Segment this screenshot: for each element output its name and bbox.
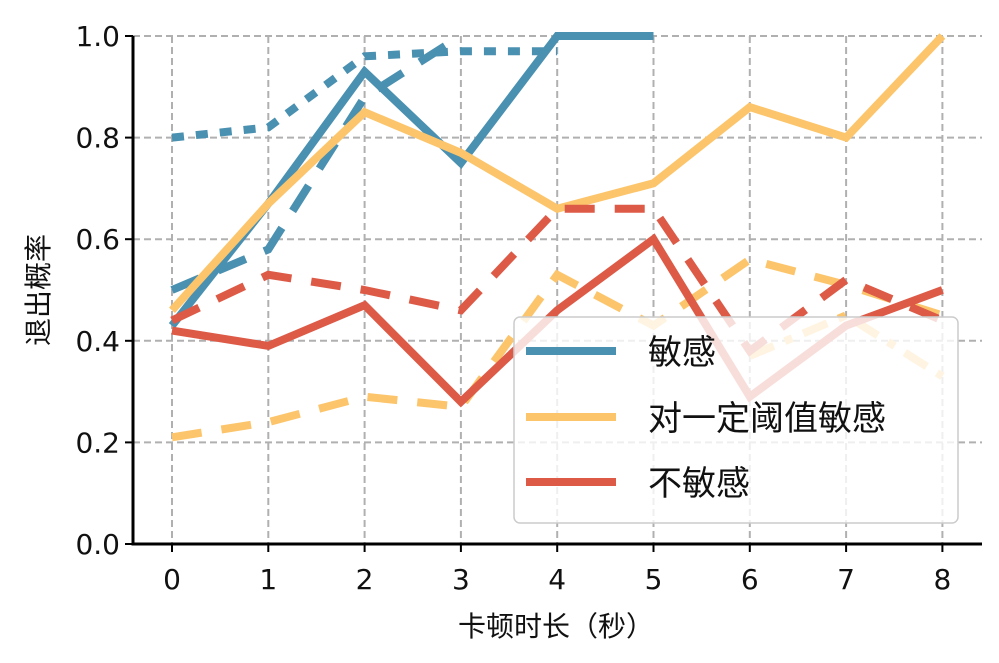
legend-label-insensitive: 不敏感	[648, 464, 750, 504]
legend-label-sensitive: 敏感	[648, 333, 716, 373]
tick-layer: 0 1 2 3 4 5 6 7 8 0.0 0.2 0.4 0.6 0.8 1.0	[75, 20, 951, 596]
legend-label-threshold-sensitive: 对一定阈值敏感	[648, 399, 886, 439]
legend-frame	[513, 316, 959, 524]
x-tick-label: 2	[356, 563, 374, 596]
x-tick-label: 0	[163, 563, 181, 596]
series-line-sensitive-dashed	[170, 32, 464, 294]
series-line-threshold-sensitive-solid	[169, 33, 946, 313]
y-axis-title: 退出概率	[22, 234, 55, 346]
x-tick-label: 4	[548, 563, 566, 596]
x-tick-label: 6	[741, 563, 759, 596]
y-tick-label: 0.2	[75, 426, 120, 459]
y-tick-label: 0.4	[75, 325, 120, 358]
x-tick-label: 7	[837, 563, 855, 596]
y-tick-label: 0.6	[75, 223, 120, 256]
x-tick-label: 3	[452, 563, 470, 596]
x-tick-label: 5	[645, 563, 663, 596]
series-line-sensitive-dotted	[171, 47, 558, 142]
series-line-threshold-sensitive-dashed	[171, 255, 944, 442]
y-tick-label: 1.0	[75, 20, 120, 53]
x-tick-label: 8	[933, 563, 951, 596]
y-tick-label: 0.0	[75, 528, 120, 561]
y-tick-label: 0.8	[75, 122, 120, 155]
x-tick-label: 1	[259, 563, 277, 596]
series-line-sensitive-solid	[168, 32, 654, 329]
x-axis-title: 卡顿时长（秒）	[458, 610, 654, 643]
legend: 敏感 对一定阈值敏感 不敏感	[513, 316, 959, 524]
